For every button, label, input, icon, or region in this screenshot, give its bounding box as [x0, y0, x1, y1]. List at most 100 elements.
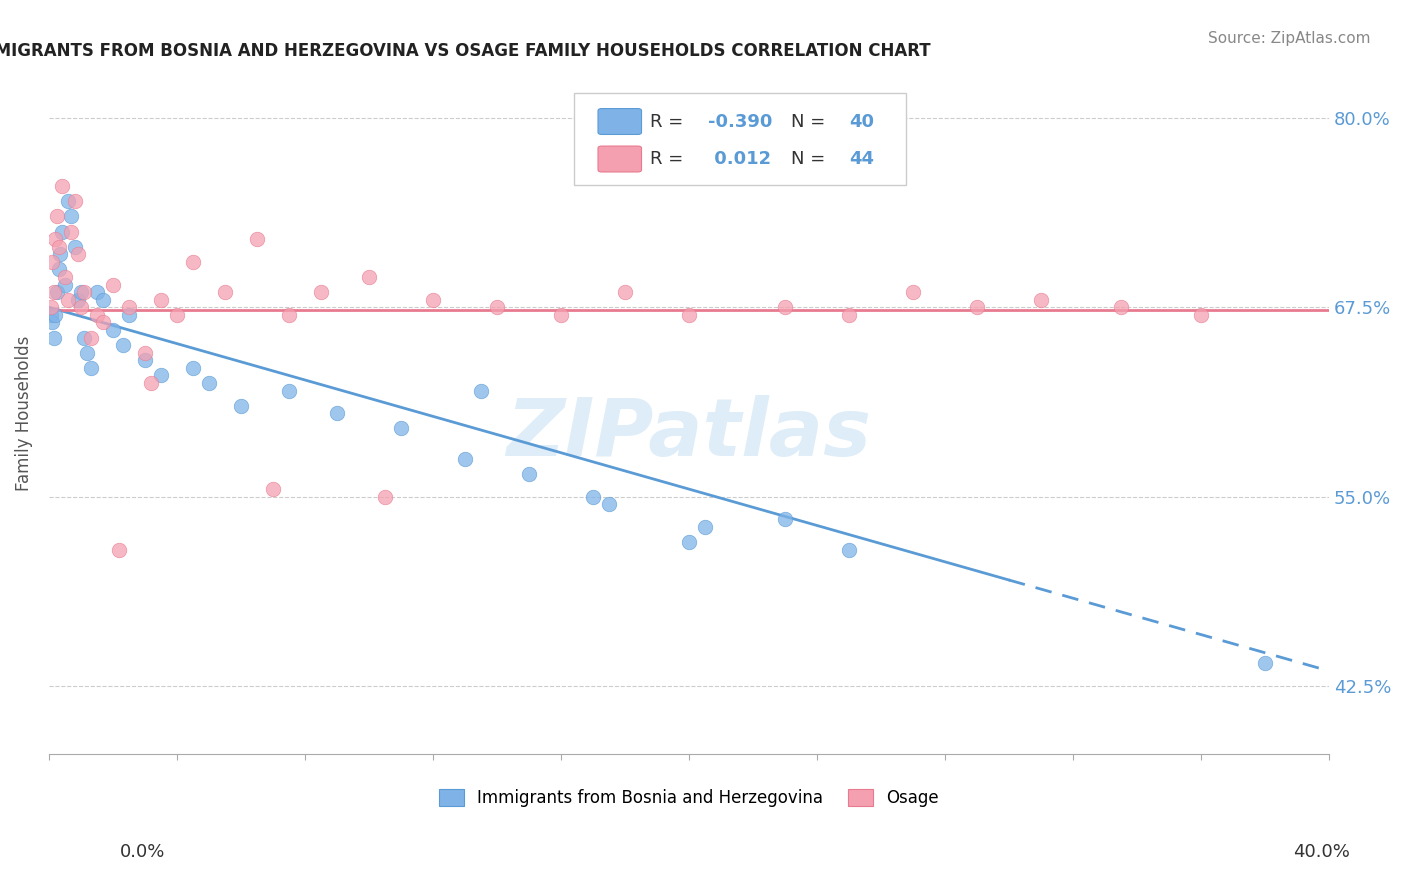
Point: [141, 376, 163, 390]
Point: [693, 520, 716, 534]
Point: [41, 255, 63, 269]
FancyBboxPatch shape: [598, 109, 641, 135]
Point: [70, 285, 93, 299]
Point: [262, 482, 284, 496]
Point: [485, 300, 508, 314]
Point: [598, 497, 620, 511]
Point: [60, 225, 83, 239]
Point: [111, 338, 134, 352]
Point: [118, 300, 141, 314]
Point: [550, 308, 572, 322]
Point: [46, 210, 69, 224]
Legend: Immigrants from Bosnia and Herzegovina, Osage: Immigrants from Bosnia and Herzegovina, …: [432, 782, 946, 814]
Point: [56, 293, 79, 307]
Point: [309, 285, 332, 299]
Point: [48, 262, 70, 277]
Point: [51, 225, 73, 239]
Point: [678, 535, 700, 549]
Point: [93, 293, 115, 307]
Text: R =: R =: [651, 112, 689, 130]
Point: [44, 232, 66, 246]
Point: [422, 293, 444, 307]
Text: 0.012: 0.012: [709, 150, 770, 168]
Text: 0.0%: 0.0%: [120, 843, 165, 861]
Point: [1189, 308, 1212, 322]
Point: [53, 269, 76, 284]
Point: [1109, 300, 1132, 314]
Point: [101, 277, 124, 292]
Point: [76, 345, 98, 359]
Text: ZIPatlas: ZIPatlas: [506, 395, 872, 473]
FancyBboxPatch shape: [574, 93, 907, 185]
Point: [79, 360, 101, 375]
Point: [1029, 293, 1052, 307]
Point: [582, 490, 605, 504]
Point: [149, 293, 172, 307]
Text: 40: 40: [849, 112, 875, 130]
Text: -0.390: -0.390: [709, 112, 772, 130]
Point: [166, 308, 188, 322]
Point: [108, 542, 131, 557]
Point: [278, 384, 301, 398]
Point: [181, 360, 204, 375]
Point: [517, 467, 540, 481]
Text: R =: R =: [651, 150, 689, 168]
Text: Source: ZipAtlas.com: Source: ZipAtlas.com: [1208, 31, 1371, 46]
Point: [42, 330, 65, 344]
Point: [149, 368, 172, 383]
Point: [46, 285, 69, 299]
Text: IMMIGRANTS FROM BOSNIA AND HERZEGOVINA VS OSAGE FAMILY HOUSEHOLDS CORRELATION CH: IMMIGRANTS FROM BOSNIA AND HERZEGOVINA V…: [0, 42, 931, 60]
Point: [198, 376, 221, 390]
Point: [51, 179, 73, 194]
Point: [49, 247, 72, 261]
Point: [79, 330, 101, 344]
Point: [39, 308, 62, 322]
Y-axis label: Family Households: Family Households: [15, 335, 32, 491]
Point: [73, 330, 96, 344]
Text: N =: N =: [792, 150, 831, 168]
Point: [470, 384, 492, 398]
Text: 40.0%: 40.0%: [1294, 843, 1350, 861]
Point: [101, 323, 124, 337]
Point: [454, 451, 477, 466]
Text: 44: 44: [849, 150, 875, 168]
Point: [73, 285, 96, 299]
Point: [357, 269, 380, 284]
Point: [181, 255, 204, 269]
Point: [60, 210, 83, 224]
Point: [41, 315, 63, 329]
Point: [48, 240, 70, 254]
Point: [374, 490, 396, 504]
Point: [901, 285, 924, 299]
Point: [134, 345, 156, 359]
Point: [773, 512, 796, 526]
Point: [134, 353, 156, 368]
Point: [118, 308, 141, 322]
Point: [42, 285, 65, 299]
Point: [44, 308, 66, 322]
Point: [278, 308, 301, 322]
Point: [63, 194, 86, 209]
Point: [56, 194, 79, 209]
Point: [678, 308, 700, 322]
Point: [246, 232, 269, 246]
Point: [613, 285, 636, 299]
Point: [1254, 657, 1277, 671]
Point: [966, 300, 988, 314]
Point: [773, 300, 796, 314]
Point: [838, 542, 860, 557]
Point: [214, 285, 236, 299]
Text: N =: N =: [792, 112, 831, 130]
Point: [66, 247, 89, 261]
Point: [39, 300, 62, 314]
Point: [229, 399, 252, 413]
FancyBboxPatch shape: [598, 146, 641, 172]
Point: [838, 308, 860, 322]
Point: [66, 293, 89, 307]
Point: [93, 315, 115, 329]
Point: [389, 421, 412, 435]
Point: [86, 285, 108, 299]
Point: [326, 406, 349, 420]
Point: [86, 308, 108, 322]
Point: [53, 277, 76, 292]
